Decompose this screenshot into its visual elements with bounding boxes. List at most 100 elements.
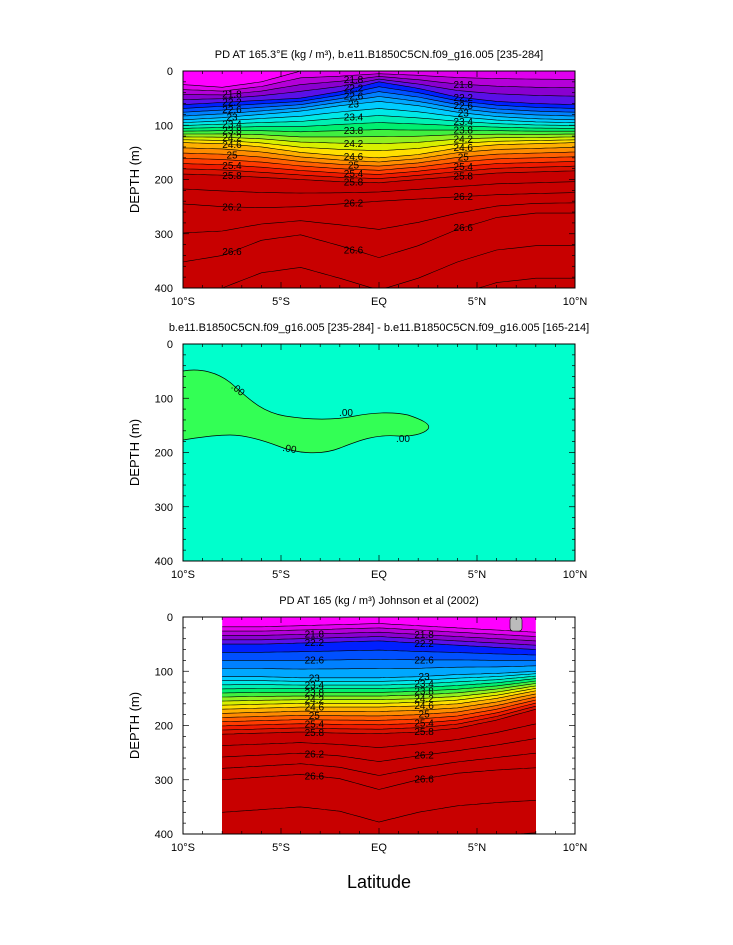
contour-line (222, 649, 536, 656)
difference-contour-label: .00 (396, 434, 410, 445)
difference-contour-labels: .00 .00 .00 .00 (229, 381, 411, 456)
contour-label: 26.2 (305, 750, 325, 761)
contour-line (183, 161, 575, 175)
x-tick-label: EQ (371, 569, 387, 581)
panel-model: PD AT 165.3°E (kg / m³), b.e11.B1850C5CN… (127, 49, 587, 308)
contour-label: 22.6 (414, 655, 434, 666)
contour-line (222, 683, 536, 698)
contour-label: 25.4 (222, 161, 242, 172)
contour-label: 25.8 (414, 727, 434, 738)
x-tick-label: 10°S (171, 842, 195, 854)
density-band (222, 800, 536, 834)
y-tick-label: 200 (155, 721, 173, 733)
contour-label: 21.8 (222, 89, 242, 100)
contour-label: 26.6 (222, 247, 242, 258)
contour-line (222, 627, 536, 637)
x-tick-label: 5°S (272, 842, 290, 854)
panel-observed-contour-lines (222, 623, 536, 834)
x-tick-label: 10°N (563, 842, 588, 854)
x-tick-label: 5°N (468, 296, 487, 308)
y-tick-label: 200 (155, 175, 173, 187)
difference-contour-label: .00 (282, 443, 298, 456)
contour-label: 25 (309, 711, 321, 722)
contour-label: 25 (348, 160, 360, 171)
contour-label: 23 (226, 112, 238, 123)
contour-label: 23.8 (344, 126, 364, 137)
contour-label: 25.4 (454, 162, 474, 173)
contour-label: 23.4 (454, 117, 474, 128)
contour-line (222, 623, 536, 633)
x-tick-label: EQ (371, 842, 387, 854)
contour-label: 22.2 (222, 97, 242, 108)
contour-label: 25 (419, 710, 431, 721)
contour-line (222, 671, 536, 679)
panel-observed-filled-contours (222, 617, 536, 834)
panel-observed-axes: 10°S 5°S EQ 5°N 10°N 0 100 200 300 400 (155, 612, 588, 854)
y-tick-label: 300 (155, 775, 173, 787)
y-tick-label: 400 (155, 283, 173, 295)
contour-line (183, 151, 575, 167)
x-tick-label: 10°N (563, 296, 588, 308)
contour-label: 24.6 (414, 701, 434, 712)
contour-line (183, 165, 575, 179)
contour-line (183, 245, 575, 288)
panel-observed: PD AT 165 (kg / m³) Johnson et al (2002)… (127, 595, 587, 854)
x-tick-label: 5°N (468, 842, 487, 854)
contour-line (222, 680, 536, 694)
contour-line (183, 91, 575, 113)
contour-line (222, 800, 536, 823)
contour-label: 24.2 (222, 133, 242, 144)
contour-line (183, 170, 575, 184)
contour-line (222, 693, 536, 714)
panel-observed-ylabel: DEPTH (m) (127, 692, 142, 759)
contour-line (222, 752, 536, 776)
contour-label: 25.4 (305, 719, 325, 730)
contour-line (222, 738, 536, 762)
contour-label: 22.2 (344, 84, 364, 95)
contour-line (222, 636, 536, 646)
y-tick-label: 0 (167, 612, 173, 624)
contour-label: 23 (458, 108, 470, 119)
contour-label: 24.2 (305, 695, 325, 706)
contour-line (222, 690, 536, 710)
contour-label: 25 (458, 152, 470, 163)
y-tick-label: 100 (155, 393, 173, 405)
contour-line (183, 81, 575, 105)
contour-label: 21.8 (454, 80, 474, 91)
y-tick-label: 100 (155, 666, 173, 678)
x-tick-label: EQ (371, 296, 387, 308)
contour-label: 24.2 (344, 139, 364, 150)
contour-line (183, 181, 575, 194)
contour-line (222, 658, 536, 661)
contour-line (183, 122, 575, 129)
contour-line (222, 675, 536, 686)
contour-label: 26.2 (344, 198, 364, 209)
contour-line (183, 136, 575, 145)
contour-line (222, 696, 536, 718)
panel-difference-title: b.e11.B1850C5CN.f09_g16.005 [235-284] - … (169, 322, 589, 334)
contour-line (183, 277, 575, 288)
x-tick-label: 5°S (272, 296, 290, 308)
contour-line (183, 108, 575, 123)
panel-observed-title: PD AT 165 (kg / m³) Johnson et al (2002) (279, 595, 479, 607)
contour-line (183, 147, 575, 163)
contour-label: 23 (348, 100, 360, 111)
panel-model-filled-contours (183, 71, 575, 288)
panel-model-axes: 10°S 5°S EQ 5°N 10°N 0 100 200 300 400 (155, 66, 588, 308)
contour-label: 24.2 (414, 694, 434, 705)
contour-label: 26.2 (454, 192, 474, 203)
contour-line (222, 702, 536, 727)
contour-label: 26.6 (305, 771, 325, 782)
x-tick-label: 5°S (272, 569, 290, 581)
contour-label: 23.8 (414, 686, 434, 697)
contour-label: 24.6 (344, 152, 364, 163)
panel-model-title: PD AT 165.3°E (kg / m³), b.e11.B1850C5CN… (215, 49, 544, 61)
contour-label: 24.6 (454, 143, 474, 154)
contour-label: 23 (419, 672, 431, 683)
contour-line (183, 86, 575, 109)
contour-label: 25.4 (344, 169, 364, 180)
contour-label: 25.8 (305, 728, 325, 739)
contour-line (222, 631, 536, 642)
contour-line (222, 640, 536, 650)
